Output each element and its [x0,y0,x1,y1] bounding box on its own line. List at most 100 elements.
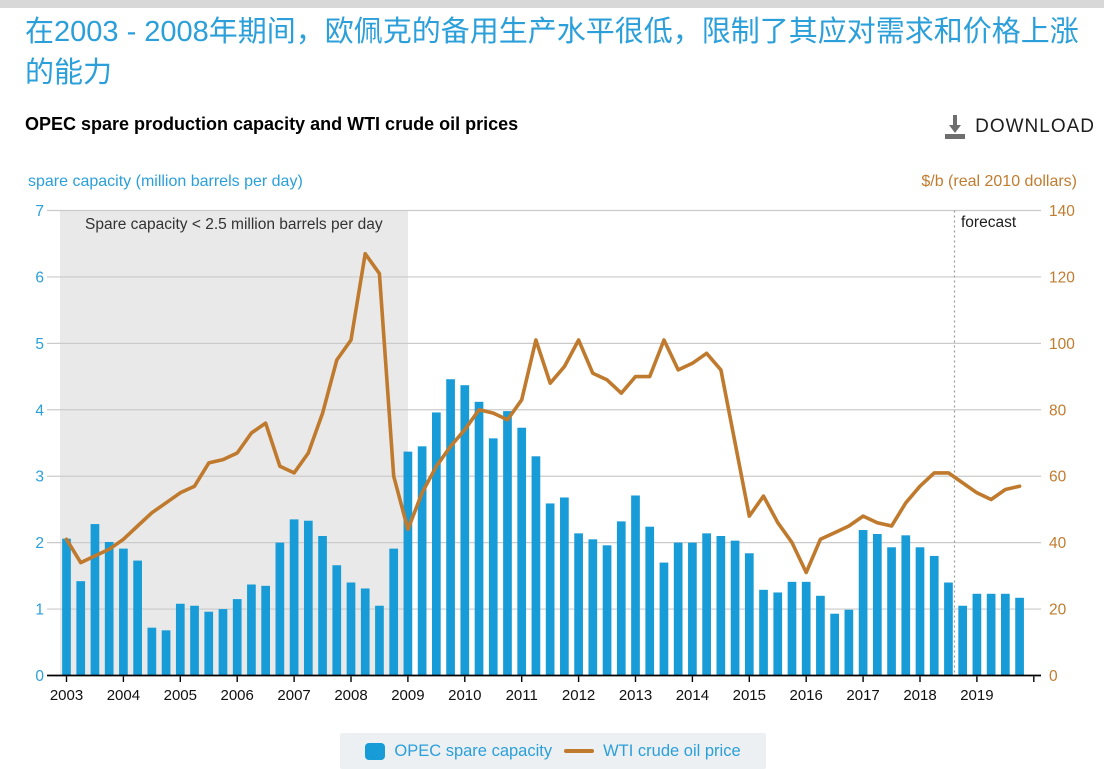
bar [147,627,157,676]
x-axis-label: 2008 [334,687,367,704]
bar [560,497,569,676]
chart-legend: OPEC spare capacity WTI crude oil price [340,733,766,769]
bar [716,536,726,676]
right-tick-label: 100 [1049,336,1075,353]
x-axis-ticks [65,676,1035,682]
right-tick-label: 20 [1049,602,1067,619]
right-axis-title: $/b (real 2010 dollars) [921,173,1077,190]
bar [190,605,199,676]
x-axis-label: 2007 [277,687,310,704]
bar [759,589,768,676]
bar [446,379,455,676]
bar [488,438,498,676]
bar [929,555,939,676]
bar [403,451,413,676]
right-tick-label: 80 [1049,402,1067,419]
bar [360,588,370,676]
legend-item-wti-price[interactable]: WTI crude oil price [564,742,741,761]
bar [645,526,655,676]
bar [1015,597,1024,676]
bar [346,582,356,676]
left-tick-label: 6 [35,269,44,286]
x-axis-label: 2017 [846,687,879,704]
line-series-swatch-icon [564,749,595,753]
bar [318,536,327,676]
bar [958,605,968,676]
bar [816,595,825,676]
bar [432,412,441,676]
bar [588,539,598,676]
page-top-strip [0,0,1104,8]
bar-series-swatch-icon [365,742,386,760]
bar [844,609,854,676]
bar [389,548,399,676]
bar [702,533,711,676]
download-label: DOWNLOAD [975,116,1095,137]
bar [972,593,982,676]
x-axis-label: 2012 [562,687,595,704]
x-axis-labels: 2003 2004 2005 2006 2007 2008 2009 2010 2011 2012… [50,687,994,704]
legend-bar-label: OPEC spare capacity [394,741,553,760]
bar [517,427,527,676]
bar [119,548,128,676]
wti-price-line [64,251,1022,575]
shaded-region-annotation: Spare capacity < 2.5 million barrels per… [85,216,383,233]
bar [915,547,925,676]
bar [858,530,868,676]
bar [104,541,114,676]
bar [602,545,612,676]
right-tick-label: 40 [1049,535,1067,552]
left-axis-title: spare capacity (million barrels per day) [28,173,303,190]
bar [232,599,242,676]
right-tick-label: 120 [1049,269,1075,286]
bar [474,401,484,676]
x-axis-label: 2013 [619,687,652,704]
download-button[interactable]: DOWNLOAD [945,112,1095,142]
x-axis-label: 2009 [391,687,424,704]
bar [503,411,512,676]
x-axis-label: 2011 [506,687,538,704]
download-icon [945,115,966,139]
x-axis-label: 2010 [448,687,481,704]
bar [133,560,142,676]
bar [659,562,669,676]
bar [986,593,996,676]
x-axis-label: 2003 [50,687,83,704]
legend-item-spare-capacity[interactable]: OPEC spare capacity [365,742,552,761]
bar [62,538,71,676]
bar [673,542,683,676]
bar [161,630,171,676]
bar [574,533,583,676]
right-tick-label: 0 [1049,668,1058,685]
bar [90,524,100,676]
bar [944,582,953,676]
bar [375,605,384,676]
bar [417,446,427,676]
bar [303,520,313,676]
bar [175,603,185,676]
bar [247,584,256,676]
left-axis-tick-labels: 0 1 2 3 4 5 6 7 [35,203,44,685]
x-axis-label: 2006 [221,687,254,704]
bar [261,585,270,676]
bar [830,613,839,676]
right-tick-label: 140 [1049,203,1075,220]
x-axis-label: 2015 [733,687,766,704]
bar [787,581,797,676]
legend-line-label: WTI crude oil price [603,741,741,760]
left-tick-label: 5 [35,336,44,353]
bar [204,611,214,676]
x-axis-label: 2005 [164,687,197,704]
bar [901,535,911,676]
bar [76,581,86,676]
bar [616,521,626,676]
bar [275,542,285,676]
left-tick-label: 7 [35,203,44,220]
chart-title: OPEC spare production capacity and WTI c… [25,114,519,134]
right-tick-label: 60 [1049,469,1067,486]
bar [531,456,541,676]
left-tick-label: 3 [35,469,44,486]
bar [887,547,896,676]
bar [773,592,783,676]
x-axis-label: 2014 [676,687,709,704]
